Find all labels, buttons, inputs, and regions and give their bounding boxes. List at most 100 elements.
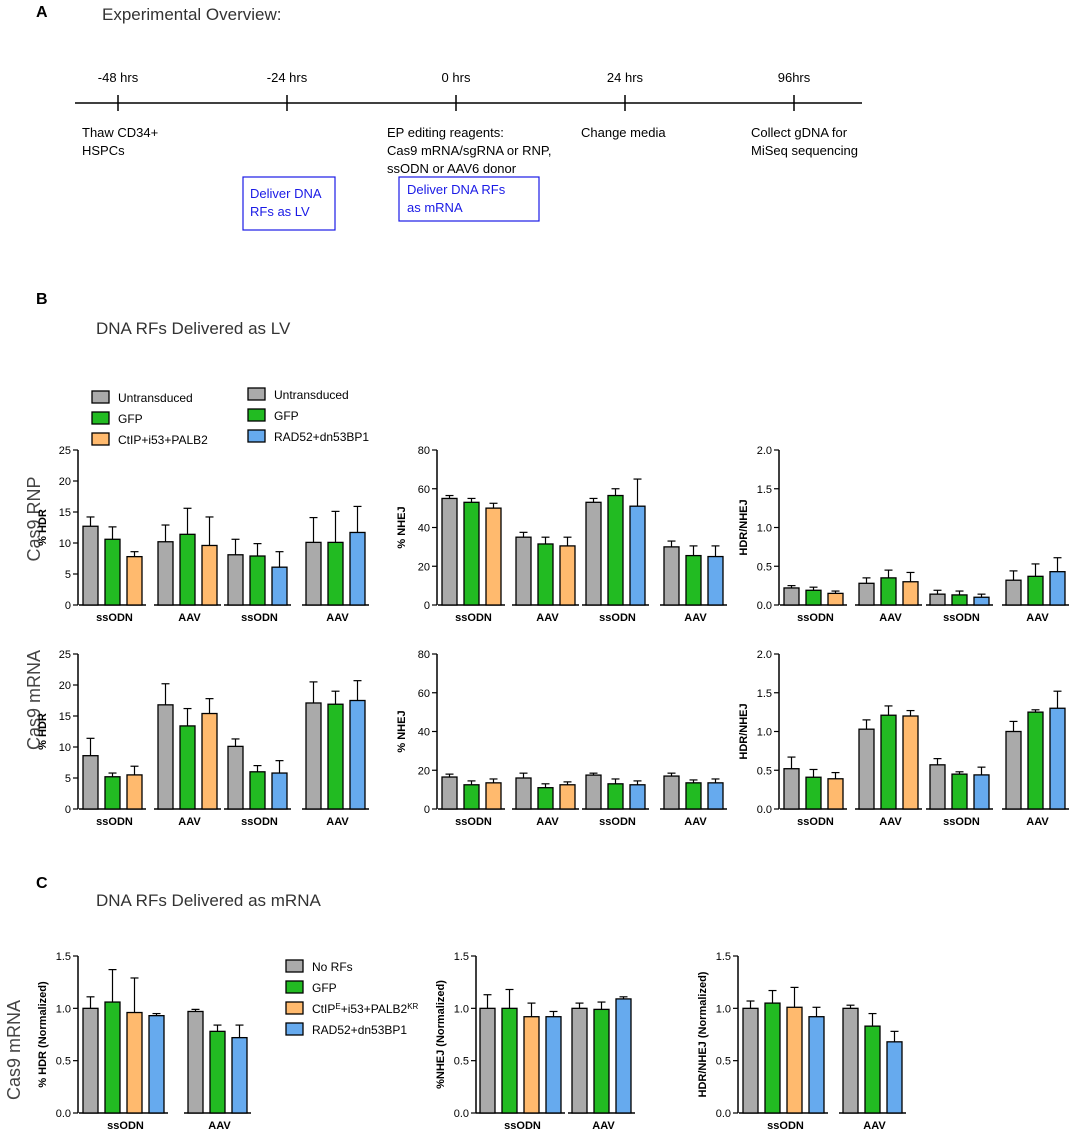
- y-tick-label: 10: [59, 538, 71, 550]
- y-axis-label: HDR/NHEJ (Normalized): [697, 971, 709, 1097]
- bar: [571, 1007, 588, 1114]
- bar: [783, 768, 800, 810]
- y-tick-label: 0.5: [757, 561, 772, 573]
- y-axis-label: % HDR: [37, 713, 49, 750]
- y-tick-label: 1.5: [757, 688, 772, 700]
- y-tick-label: 1.0: [757, 523, 772, 535]
- bar: [783, 587, 800, 606]
- y-tick-label: 1.5: [454, 951, 469, 963]
- legend-c-swatch: [285, 1022, 304, 1036]
- y-tick-label: 0.0: [716, 1108, 731, 1120]
- y-axis-label: %NHEJ (Normalized): [435, 980, 447, 1089]
- x-category-label: ssODN: [455, 612, 492, 624]
- x-category-label: ssODN: [96, 816, 133, 828]
- deliver-mrna-box-border: [398, 176, 540, 222]
- y-tick-label: 5: [65, 569, 71, 581]
- row-label-c-cas9-mrna: Cas9 mRNA: [4, 1000, 24, 1100]
- bar: [82, 1007, 99, 1114]
- bar: [886, 1041, 903, 1114]
- bar: [1005, 730, 1022, 810]
- bar: [880, 577, 897, 606]
- x-category-label: ssODN: [96, 612, 133, 624]
- y-tick-label: 1.0: [716, 1003, 731, 1015]
- bar: [515, 536, 532, 606]
- y-tick-label: 0.0: [454, 1108, 469, 1120]
- bar: [545, 1016, 562, 1114]
- y-tick-label: 1.5: [757, 484, 772, 496]
- step-text: Change media: [581, 125, 666, 140]
- timepoint-label: 0 hrs: [442, 70, 471, 85]
- y-axis-label: % NHEJ: [396, 506, 408, 548]
- bar: [1027, 711, 1044, 810]
- panel-b-letter: B: [36, 291, 48, 308]
- step-text: Collect gDNA for: [751, 125, 848, 140]
- x-category-label: AAV: [178, 612, 201, 624]
- y-tick-label: 20: [418, 561, 430, 573]
- y-tick-label: 1.0: [757, 727, 772, 739]
- legend-c-label: No RFs: [312, 960, 353, 974]
- legend-panel-b: Untransduced GFP CtIP+i53+PALB2 Untransduce…: [91, 387, 369, 447]
- x-category-label: ssODN: [107, 1120, 144, 1132]
- bar: [501, 1007, 518, 1114]
- bar: [707, 555, 724, 606]
- y-tick-label: 40: [418, 727, 430, 739]
- y-tick-label: 2.0: [757, 445, 772, 457]
- x-category-label: AAV: [684, 612, 707, 624]
- row-label-cas9-mrna: Cas9 mRNA: [24, 650, 44, 750]
- y-tick-label: 0: [424, 804, 430, 816]
- x-category-label: ssODN: [943, 816, 980, 828]
- bar: [537, 543, 554, 606]
- x-category-label: ssODN: [797, 816, 834, 828]
- timepoint-label: 96hrs: [778, 70, 811, 85]
- x-category-label: AAV: [208, 1120, 231, 1132]
- panel-a-title: Experimental Overview:: [102, 5, 282, 24]
- y-tick-label: 40: [418, 523, 430, 535]
- step-text: Thaw CD34+: [82, 125, 158, 140]
- bar: [615, 998, 632, 1114]
- bar: [929, 764, 946, 810]
- x-category-label: ssODN: [241, 816, 278, 828]
- y-tick-label: 25: [59, 649, 71, 661]
- bar: [585, 774, 602, 810]
- y-axis-label: % HDR (Normalized): [37, 981, 49, 1088]
- timeline-steps: Thaw CD34+ HSPCs EP editing reagents: Cas9 …: [82, 125, 858, 176]
- legend-c-label: RAD52+dn53BP1: [312, 1023, 407, 1037]
- x-category-label: AAV: [1026, 816, 1049, 828]
- x-category-label: ssODN: [455, 816, 492, 828]
- bar: [929, 593, 946, 606]
- y-tick-label: 80: [418, 649, 430, 661]
- panel-a-letter: A: [36, 4, 48, 21]
- legend-b-left-label: CtIP+i53+PALB2: [118, 433, 208, 447]
- bar: [951, 594, 968, 606]
- bar: [1049, 707, 1066, 810]
- y-tick-label: 0.5: [716, 1056, 731, 1068]
- bar: [179, 725, 196, 810]
- x-category-label: AAV: [879, 612, 902, 624]
- legend-label-part: +i53+PALB2: [341, 1002, 408, 1016]
- legend-label-part: E: [335, 1002, 340, 1011]
- y-axis-label: HDR/NHEJ: [738, 703, 750, 759]
- y-tick-label: 1.0: [56, 1003, 71, 1015]
- bar: [808, 1016, 825, 1114]
- legend-b-left-swatch: [91, 390, 110, 404]
- y-tick-label: 0: [65, 600, 71, 612]
- bar: [805, 776, 822, 810]
- panel-c-letter: C: [36, 875, 48, 892]
- legend-b-left-label: Untransduced: [118, 391, 193, 405]
- bar: [607, 783, 624, 810]
- bar: [104, 538, 121, 606]
- bar: [629, 505, 646, 606]
- step-text: EP editing reagents:: [387, 125, 504, 140]
- y-axis-label: HDR/NHEJ: [738, 499, 750, 555]
- chart-b-mrna-ratio: 0.0 0.5 1.0 1.5 2.0 HDR/NHEJ ssODN AAV ssODN AAV: [738, 649, 1069, 828]
- legend-b-right-swatch: [247, 387, 266, 401]
- x-category-label: ssODN: [504, 1120, 541, 1132]
- legend-b-right-label: GFP: [274, 409, 299, 423]
- y-tick-label: 0: [65, 804, 71, 816]
- timepoint-label: 24 hrs: [607, 70, 644, 85]
- bar: [104, 1001, 121, 1114]
- bar: [842, 1007, 859, 1114]
- bar: [880, 714, 897, 810]
- bar: [858, 728, 875, 810]
- chart-b-mrna-nhej: 0 20 40 60 80 % NHEJ ssODN AAV ssODN AAV: [396, 649, 727, 828]
